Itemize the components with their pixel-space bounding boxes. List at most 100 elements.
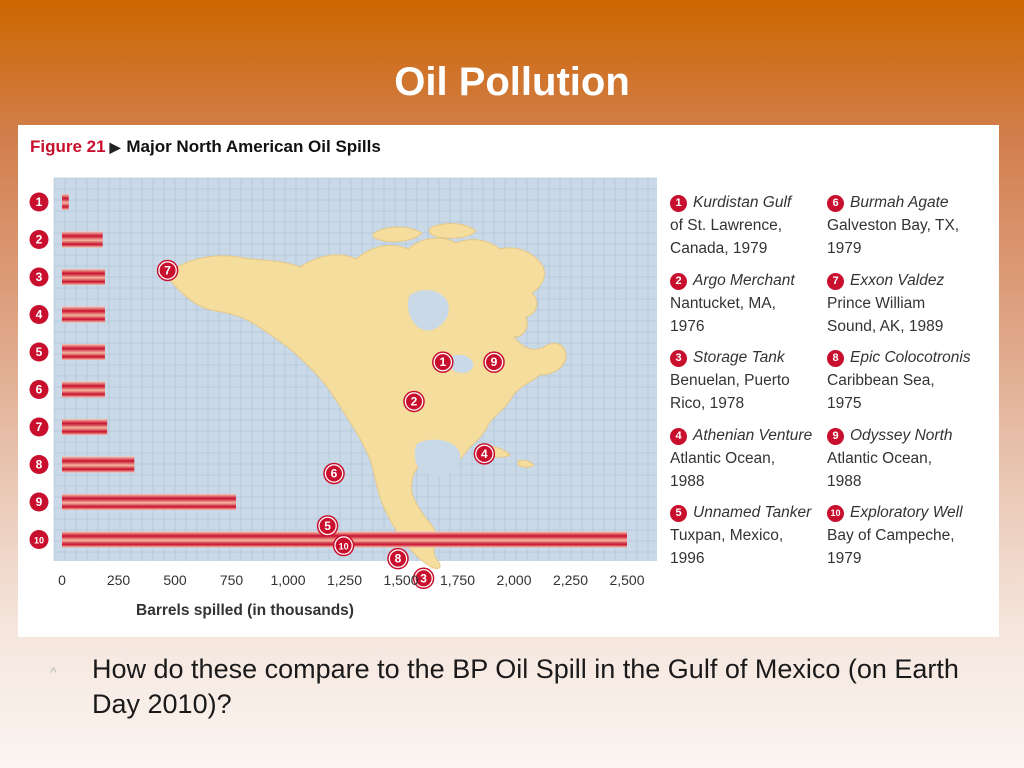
bar-5 <box>62 344 105 360</box>
x-tick-label: 1,500 <box>383 572 418 588</box>
svg-text:3: 3 <box>36 270 43 284</box>
x-tick-label: 2,500 <box>609 572 644 588</box>
svg-text:7: 7 <box>36 420 43 434</box>
svg-text:1: 1 <box>36 195 43 209</box>
svg-text:8: 8 <box>36 458 43 472</box>
bar-2 <box>62 231 103 248</box>
legend-spill-year: Rico, 1978 <box>670 395 745 412</box>
north-america-map <box>167 223 567 569</box>
category-badge-7: 7 <box>29 417 49 437</box>
legend-spill-year: 1996 <box>670 550 705 567</box>
legend-spill-name: Unnamed Tanker <box>693 504 812 521</box>
legend-item-1: 1 Kurdistan Gulf of St. Lawrence, Canada, 1… <box>670 191 824 260</box>
bar-7 <box>62 419 108 435</box>
legend: 1 Kurdistan Gulf of St. Lawrence, Canada, 1… <box>670 191 990 571</box>
figure-header: Figure 21 ▶ Major North American Oil Spill… <box>30 137 381 157</box>
slide-title: Oil Pollution <box>394 60 630 104</box>
legend-spill-year: Sound, AK, 1989 <box>827 317 944 335</box>
map-label-7: 7 <box>156 259 179 282</box>
legend-badge: 6 <box>827 195 844 212</box>
legend-spill-place: Atlantic Ocean, <box>670 449 776 467</box>
bar-4 <box>62 306 105 323</box>
svg-text:8: 8 <box>395 552 402 566</box>
legend-badge: 10 <box>827 505 844 522</box>
svg-text:2: 2 <box>36 233 43 247</box>
x-tick-label: 1,250 <box>327 572 362 588</box>
legend-spill-year: 1976 <box>670 317 705 335</box>
figure-title: Major North American Oil Spills <box>126 137 381 156</box>
bullet-icon: ^ <box>50 664 57 680</box>
x-tick-label: 500 <box>163 572 187 588</box>
legend-item-5: 5 Unnamed Tanker Tuxpan, Mexico, 1996 <box>670 501 824 570</box>
legend-badge: 3 <box>670 350 687 367</box>
legend-spill-place: Bay of Campeche, <box>827 527 955 544</box>
svg-text:9: 9 <box>491 355 498 369</box>
figure-panel: 1 2 3 4 5 6 7 8 9 10 7 9 1 2 4 6 5 10 8 3 0 250 500 750 1,000 1… <box>18 125 999 637</box>
svg-text:4: 4 <box>36 308 43 322</box>
north-america-landmass <box>167 237 567 569</box>
legend-spill-name: Argo Merchant <box>693 271 795 289</box>
x-tick-labels: 0 250 500 750 1,000 1,250 1,500 1,750 2,000 2,250… <box>58 572 645 588</box>
legend-spill-name: Kurdistan Gulf <box>693 194 792 211</box>
map-label-4: 4 <box>473 443 496 465</box>
legend-spill-year: 1979 <box>827 240 862 257</box>
category-badge-6: 6 <box>29 380 49 399</box>
svg-text:6: 6 <box>331 467 338 481</box>
bar-1 <box>62 194 69 210</box>
x-tick-label: 250 <box>107 572 131 588</box>
svg-text:4: 4 <box>481 447 488 461</box>
map-label-3: 3 <box>412 567 435 590</box>
map-label-6: 6 <box>323 462 345 485</box>
legend-item-4: 4 Athenian Venture Atlantic Ocean, 1988 <box>670 424 824 493</box>
x-tick-label: 0 <box>58 572 66 588</box>
svg-text:10: 10 <box>34 536 44 546</box>
x-tick-label: 750 <box>220 572 244 588</box>
legend-spill-name: Exxon Valdez <box>850 271 945 289</box>
map-label-5: 5 <box>316 515 339 537</box>
category-badge-3: 3 <box>29 267 49 287</box>
legend-spill-place: Galveston Bay, TX, <box>827 217 960 234</box>
legend-badge: 2 <box>670 272 687 290</box>
oil-spill-chart: 1 2 3 4 5 6 7 8 9 10 7 9 1 2 4 6 5 10 8 3 0 250 500 750 1,000 1… <box>29 177 657 619</box>
legend-badge: 9 <box>827 427 844 445</box>
svg-text:10: 10 <box>339 542 349 552</box>
legend-spill-year: 1988 <box>827 472 862 490</box>
legend-spill-place: of St. Lawrence, <box>670 217 783 234</box>
bar-9 <box>62 494 237 510</box>
question-text: How do these compare to the BP Oil Spill… <box>92 654 959 719</box>
legend-spill-place: Atlantic Ocean, <box>827 449 933 467</box>
map-label-1: 1 <box>432 351 454 373</box>
category-badge-1: 1 <box>29 192 49 212</box>
legend-spill-name: Burmah Agate <box>850 194 949 211</box>
legend-item-7: 7 Exxon Valdez Prince William Sound, AK, 19… <box>827 269 981 338</box>
legend-item-9: 9 Odyssey North Atlantic Ocean, 1988 <box>827 424 981 493</box>
svg-text:5: 5 <box>36 345 43 359</box>
legend-spill-place: Benuelan, Puerto <box>670 372 790 389</box>
category-badge-8: 8 <box>29 455 49 474</box>
great-lakes <box>448 354 474 373</box>
legend-badge: 4 <box>670 427 687 445</box>
svg-text:9: 9 <box>36 495 43 509</box>
legend-spill-place: Caribbean Sea, <box>827 372 935 389</box>
category-badges: 1 2 3 4 5 6 7 8 9 10 <box>29 192 49 549</box>
legend-item-8: 8 Epic Colocotronis Caribbean Sea, 1975 <box>827 346 981 415</box>
legend-spill-year: Canada, 1979 <box>670 240 768 257</box>
x-tick-label: 2,250 <box>553 572 588 588</box>
legend-spill-name: Athenian Venture <box>693 426 813 444</box>
x-tick-label: 1,000 <box>270 572 305 588</box>
x-tick-label: 2,000 <box>496 572 531 588</box>
legend-item-2: 2 Argo Merchant Nantucket, MA, 1976 <box>670 269 824 338</box>
map-label-8: 8 <box>387 547 409 570</box>
hudson-bay <box>407 290 449 331</box>
legend-spill-name: Odyssey North <box>850 426 953 444</box>
map-label-2: 2 <box>403 390 425 413</box>
legend-spill-year: 1979 <box>827 550 862 567</box>
legend-badge: 5 <box>670 505 687 522</box>
legend-badge: 1 <box>670 195 687 212</box>
gulf-of-mexico <box>414 439 461 477</box>
legend-spill-place: Nantucket, MA, <box>670 294 776 312</box>
x-axis-label: Barrels spilled (in thousands) <box>136 602 354 619</box>
legend-item-10: 10 Exploratory Well Bay of Campeche, 1979 <box>827 501 981 570</box>
map-labels: 7 9 1 2 4 6 5 10 8 3 <box>156 259 505 590</box>
legend-item-3: 3 Storage Tank Benuelan, Puerto Rico, 1978 <box>670 346 824 415</box>
